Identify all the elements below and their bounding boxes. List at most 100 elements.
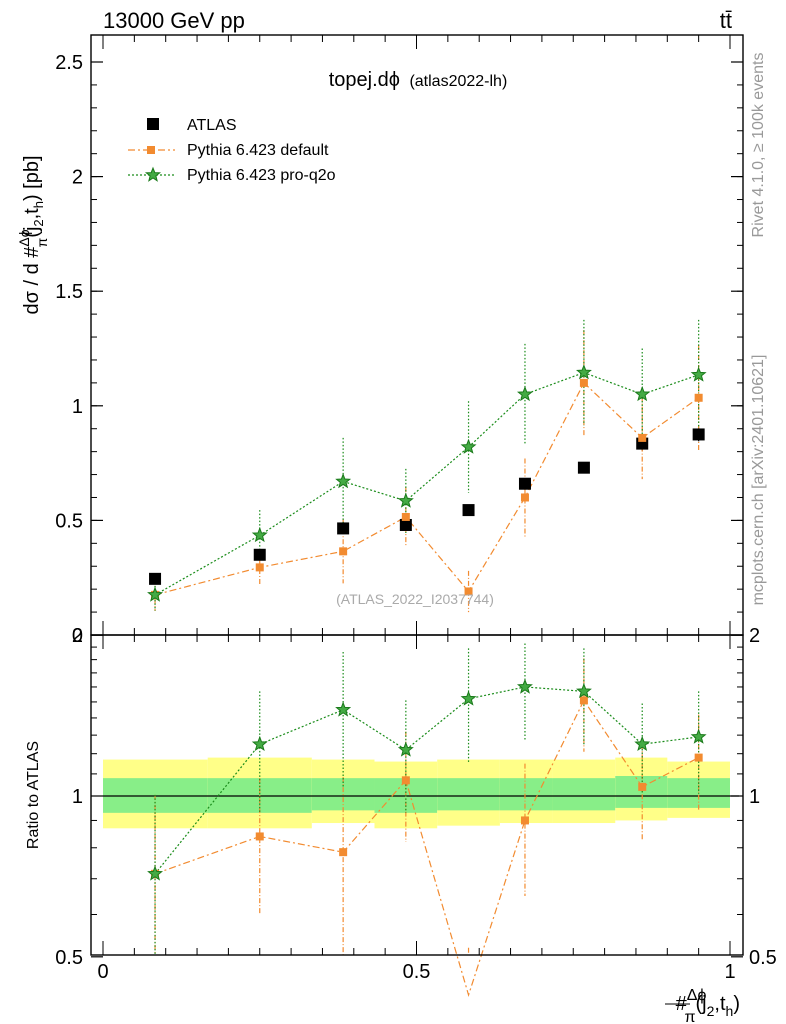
- header-process-label: tt̄: [720, 8, 732, 33]
- plot-title: topej.dϕ (atlas2022-lh): [329, 69, 508, 91]
- ratio-uncertainty-bands: [103, 757, 739, 829]
- ratio-point-proq2o: [147, 865, 164, 881]
- main-point-default: [520, 493, 529, 502]
- main-y-axis-label: dσ / d #Δϕ π(j2,th) [pb]: [16, 155, 50, 314]
- main-point-atlas: [253, 548, 266, 561]
- ratio-y-tick-label: 0.5: [55, 947, 83, 969]
- ratio-y-tick-label: 2: [72, 625, 83, 647]
- y-label-sub1: 2: [31, 219, 46, 226]
- ratio-y-tick-label-right: 0.5: [749, 947, 777, 969]
- main-point-proq2o: [397, 492, 414, 508]
- legend-marker-proq2o: [144, 166, 162, 182]
- main-point-atlas: [149, 572, 162, 585]
- svg-text:#Δϕπ(j2,th): #Δϕ π(j2,th): [676, 987, 740, 1024]
- main-point-proq2o: [460, 438, 477, 454]
- main-point-atlas: [462, 504, 475, 517]
- ratio-point-default: [694, 753, 703, 762]
- x-label-frac-num: Δϕ: [687, 987, 707, 1004]
- ratio-point-default: [401, 776, 410, 785]
- main-point-proq2o: [516, 385, 533, 402]
- main-point-atlas: [399, 518, 412, 531]
- plot-title-sub: (atlas2022-lh): [409, 73, 507, 90]
- main-point-atlas: [518, 477, 531, 490]
- ratio-band-green: [499, 778, 553, 811]
- ratio-point-proq2o: [397, 741, 414, 757]
- analysis-watermark: (ATLAS_2022_I2037744): [336, 591, 494, 607]
- main-y-tick-label: 2.5: [55, 52, 83, 74]
- main-line-default: [154, 381, 699, 596]
- main-point-default: [579, 378, 588, 387]
- series-markers: [147, 364, 707, 881]
- main-point-proq2o: [575, 364, 592, 380]
- main-line-proq2o: [154, 371, 699, 596]
- main-point-proq2o: [690, 366, 707, 382]
- main-y-tick-label: 0.5: [55, 510, 83, 532]
- y-label-frac-num: Δϕ: [16, 229, 32, 246]
- axes: 0 0.5 1 1.5 2 2.5 0 0.5 1 0.5 0.5 1 1 2 2: [55, 34, 777, 983]
- legend-label-proq2o: Pythia 6.423 pro-q2o: [187, 167, 336, 184]
- x-tick-label: 0: [97, 961, 108, 983]
- x-label-paren: (j: [696, 993, 707, 1015]
- ratio-y-tick-label-right: 1: [749, 786, 760, 808]
- y-label-comma: ,t: [21, 208, 43, 220]
- legend-label-atlas: ATLAS: [187, 117, 237, 134]
- ratio-point-proq2o: [251, 735, 268, 752]
- main-point-default: [339, 547, 348, 556]
- ratio-point-default: [579, 696, 588, 705]
- main-point-atlas: [577, 461, 590, 474]
- main-point-proq2o: [634, 385, 651, 402]
- y-label-lead: dσ / d #: [21, 246, 43, 315]
- main-point-default: [694, 393, 703, 402]
- header-energy-label: 13000 GeV pp: [103, 8, 245, 33]
- x-label-frac-den: π: [684, 1009, 695, 1024]
- ratio-point-proq2o: [516, 678, 533, 694]
- ratio-y-tick-label: 1: [72, 786, 83, 808]
- x-axis-label: #Δϕ π(j2,th): [665, 987, 740, 1024]
- main-y-tick-label: 1.5: [55, 281, 83, 303]
- ratio-y-tick-label-right: 2: [749, 625, 760, 647]
- rivet-version-label: Rivet 4.1.0, ≥ 100k events: [750, 53, 767, 238]
- y-label-sub2: h: [31, 201, 46, 208]
- legend-marker-atlas: [147, 118, 159, 130]
- main-point-default: [255, 563, 264, 572]
- main-y-tick-label: 0: [72, 625, 83, 647]
- ratio-point-proq2o: [690, 728, 707, 744]
- ratio-band-green: [437, 778, 500, 811]
- legend-label-default: Pythia 6.423 default: [187, 142, 329, 159]
- main-point-default: [638, 433, 647, 442]
- x-label-sub1: 2: [707, 1003, 715, 1019]
- ratio-point-proq2o: [460, 690, 477, 706]
- main-y-tick-label: 1: [72, 396, 83, 418]
- x-tick-label: 1: [724, 961, 735, 983]
- ratio-band-green: [615, 776, 668, 808]
- x-label-comma: ,t: [714, 993, 726, 1015]
- ratio-point-default: [255, 832, 264, 841]
- x-label-tail: ): [733, 993, 740, 1015]
- main-point-atlas: [692, 428, 705, 441]
- main-point-default: [464, 587, 473, 596]
- x-label-sub2: h: [726, 1003, 734, 1019]
- mcplots-label: mcplots.cern.ch [arXiv:2401.10621]: [750, 355, 767, 606]
- main-y-tick-label: 2: [72, 167, 83, 189]
- ratio-band-green: [552, 778, 616, 811]
- ratio-line-default: [154, 699, 699, 998]
- main-point-proq2o: [335, 472, 352, 489]
- ratio-point-proq2o: [634, 735, 651, 752]
- y-label-tail: ) [pb]: [21, 155, 43, 201]
- y-label-paren: (j: [21, 227, 43, 238]
- ratio-point-default: [638, 782, 647, 791]
- svg-text:dσ / d #Δϕπ(j2,th) [pb]: dσ / d #Δϕ π(j2,th) [pb]: [16, 155, 50, 314]
- main-point-default: [401, 512, 410, 521]
- ratio-point-proq2o: [335, 701, 352, 717]
- ratio-point-proq2o: [575, 683, 592, 699]
- x-tick-label: 0.5: [403, 961, 431, 983]
- legend-marker-default: [147, 146, 155, 154]
- ratio-point-default: [339, 848, 348, 857]
- legend: ATLAS Pythia 6.423 default Pythia 6.423 …: [128, 117, 336, 184]
- main-point-atlas: [337, 522, 350, 535]
- main-point-proq2o: [147, 586, 164, 602]
- ratio-y-axis-label: Ratio to ATLAS: [25, 741, 42, 849]
- plot-title-main: topej.dϕ: [329, 69, 400, 91]
- ratio-point-default: [520, 816, 529, 825]
